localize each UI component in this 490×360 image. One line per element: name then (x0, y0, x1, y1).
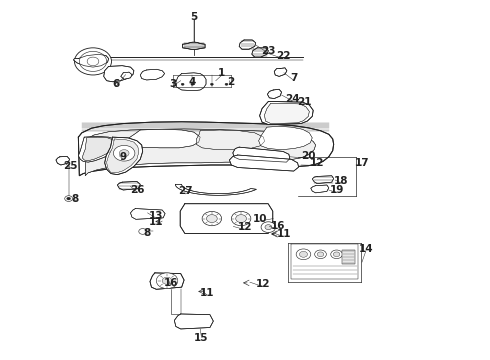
Text: 27: 27 (178, 186, 193, 197)
Text: 10: 10 (252, 213, 267, 224)
Circle shape (236, 215, 246, 222)
Text: 3: 3 (169, 78, 176, 89)
Circle shape (119, 150, 129, 157)
Text: 6: 6 (112, 79, 120, 89)
Polygon shape (260, 102, 313, 125)
Text: 23: 23 (261, 46, 276, 56)
Text: 5: 5 (190, 13, 197, 22)
Polygon shape (274, 68, 287, 76)
Text: 24: 24 (286, 94, 300, 104)
Polygon shape (121, 72, 132, 79)
Text: 25: 25 (63, 161, 78, 171)
Text: 19: 19 (329, 185, 344, 195)
Circle shape (139, 229, 147, 234)
Polygon shape (56, 157, 70, 165)
Text: 18: 18 (334, 176, 349, 186)
Text: 17: 17 (355, 158, 369, 168)
Polygon shape (175, 184, 256, 195)
Circle shape (331, 250, 343, 258)
Polygon shape (252, 48, 269, 57)
Text: 1: 1 (218, 68, 225, 78)
Text: 12: 12 (256, 279, 271, 289)
Circle shape (65, 196, 73, 202)
Polygon shape (311, 185, 329, 193)
Polygon shape (117, 181, 140, 190)
Text: 8: 8 (143, 228, 150, 238)
Circle shape (296, 249, 311, 260)
Polygon shape (85, 129, 316, 176)
Text: 16: 16 (164, 278, 178, 288)
Text: 16: 16 (271, 221, 285, 231)
Text: 11: 11 (277, 229, 291, 239)
Polygon shape (176, 73, 206, 91)
Text: 2: 2 (227, 77, 234, 87)
Polygon shape (105, 137, 143, 175)
Circle shape (299, 251, 308, 257)
Polygon shape (78, 136, 119, 162)
Circle shape (206, 215, 217, 222)
Circle shape (162, 277, 172, 284)
Polygon shape (107, 139, 139, 173)
Polygon shape (183, 42, 205, 50)
Text: 4: 4 (189, 77, 196, 87)
Circle shape (333, 252, 340, 257)
Circle shape (261, 222, 276, 233)
Polygon shape (74, 54, 109, 67)
Polygon shape (150, 273, 184, 289)
Circle shape (315, 250, 326, 258)
Text: 21: 21 (297, 97, 312, 107)
Circle shape (181, 83, 184, 85)
Text: 11: 11 (149, 217, 164, 227)
Circle shape (114, 145, 135, 161)
Polygon shape (268, 89, 282, 99)
Circle shape (79, 51, 107, 71)
Polygon shape (180, 204, 273, 233)
Polygon shape (265, 103, 309, 123)
Circle shape (87, 57, 99, 66)
Text: 26: 26 (130, 185, 145, 195)
Circle shape (210, 83, 213, 85)
Text: 11: 11 (200, 288, 214, 297)
Polygon shape (312, 176, 334, 184)
Polygon shape (233, 147, 290, 162)
Polygon shape (239, 40, 256, 49)
Text: 7: 7 (290, 73, 297, 83)
Polygon shape (127, 129, 200, 148)
Polygon shape (229, 155, 298, 171)
Circle shape (67, 197, 71, 200)
Text: 12: 12 (310, 158, 324, 168)
Polygon shape (82, 137, 116, 161)
Circle shape (231, 211, 251, 226)
Polygon shape (174, 314, 213, 329)
Circle shape (265, 225, 272, 230)
Polygon shape (104, 66, 134, 82)
Circle shape (74, 48, 112, 75)
Text: 13: 13 (149, 211, 164, 221)
Polygon shape (140, 69, 165, 80)
Circle shape (318, 252, 324, 257)
Text: 14: 14 (359, 244, 373, 253)
Bar (343, 250, 355, 264)
Text: 15: 15 (194, 333, 208, 343)
Polygon shape (78, 122, 334, 176)
Polygon shape (130, 208, 165, 219)
Text: 9: 9 (120, 152, 127, 162)
Text: 8: 8 (72, 194, 79, 203)
Circle shape (191, 83, 194, 85)
Circle shape (225, 83, 228, 85)
Circle shape (202, 211, 221, 226)
Text: 12: 12 (238, 222, 252, 232)
Text: 22: 22 (276, 51, 290, 61)
Polygon shape (196, 130, 265, 150)
Circle shape (156, 273, 178, 289)
Text: 20: 20 (301, 151, 316, 161)
Polygon shape (259, 126, 312, 150)
